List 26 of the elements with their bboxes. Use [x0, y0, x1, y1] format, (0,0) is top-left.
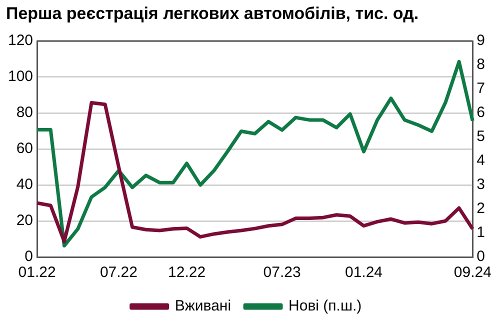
y-tick-label: 80	[16, 104, 34, 122]
y-tick-label: 60	[16, 140, 34, 158]
y2-tick-label: 9	[476, 32, 485, 50]
x-tick-label: 07.22	[100, 264, 138, 282]
y-tick-label: 40	[16, 176, 34, 194]
y-tick-label: 120	[8, 32, 34, 50]
y2-tick-label: 7	[476, 80, 485, 98]
y2-tick-label: 2	[476, 200, 485, 218]
y2-tick-label: 0	[476, 248, 485, 266]
y2-tick-label: 4	[476, 152, 485, 170]
y2-tick-label: 8	[476, 56, 485, 74]
y-tick-label: 20	[16, 212, 34, 230]
x-tick-label: 12.22	[168, 264, 206, 282]
legend-label: Вживані	[174, 298, 232, 315]
legend-label: Нові (п.ш.)	[288, 298, 362, 315]
y2-tick-label: 6	[476, 104, 485, 122]
y-tick-label: 100	[8, 68, 34, 86]
y2-tick-label: 1	[476, 224, 485, 242]
chart-title: Перша реєстрація легкових автомобілів, тис. од.	[5, 3, 420, 25]
x-tick-label: 07.23	[263, 264, 301, 282]
y2-tick-label: 5	[476, 128, 485, 146]
y-tick-label: 0	[24, 248, 34, 266]
y2-tick-label: 3	[476, 176, 485, 194]
x-tick-label: 01.24	[344, 264, 383, 282]
x-tick-label: 01.22	[18, 264, 56, 282]
x-tick-label: 09.24	[454, 264, 492, 282]
